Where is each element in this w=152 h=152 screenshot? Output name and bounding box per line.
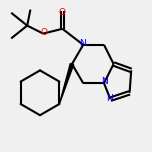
Text: O: O [40, 28, 47, 37]
Text: N: N [79, 40, 86, 48]
Text: O: O [59, 8, 66, 17]
Polygon shape [59, 64, 74, 104]
Text: N: N [101, 77, 107, 86]
Text: N: N [106, 94, 113, 103]
